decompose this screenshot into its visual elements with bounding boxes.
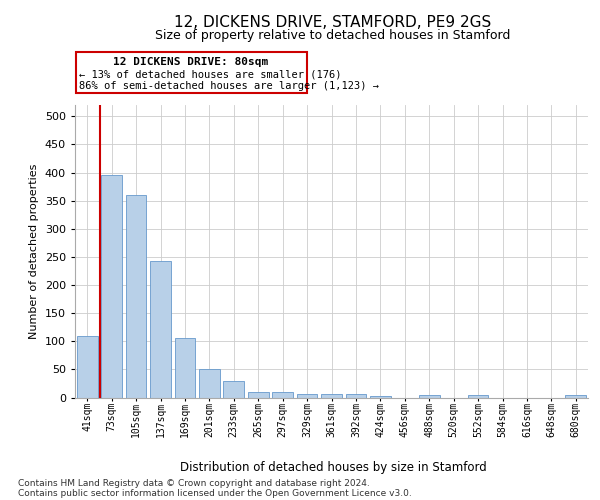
Bar [150,261,171,398]
Text: Contains HM Land Registry data © Crown copyright and database right 2024.: Contains HM Land Registry data © Crown c… [18,479,370,488]
Bar [467,395,488,398]
Text: Size of property relative to detached houses in Stamford: Size of property relative to detached ho… [155,29,511,42]
Bar [77,336,98,398]
Text: Contains public sector information licensed under the Open Government Licence v3: Contains public sector information licen… [18,489,412,498]
Y-axis label: Number of detached properties: Number of detached properties [29,164,39,339]
Text: Distribution of detached houses by size in Stamford: Distribution of detached houses by size … [179,461,487,474]
Text: ← 13% of detached houses are smaller (176): ← 13% of detached houses are smaller (17… [79,69,342,79]
Bar [419,395,440,398]
Bar [272,392,293,398]
Text: 12, DICKENS DRIVE, STAMFORD, PE9 2GS: 12, DICKENS DRIVE, STAMFORD, PE9 2GS [175,15,491,30]
Text: 86% of semi-detached houses are larger (1,123) →: 86% of semi-detached houses are larger (… [79,80,379,90]
Bar [223,380,244,398]
Bar [125,195,146,398]
Bar [321,394,342,398]
Bar [565,395,586,398]
Bar [199,370,220,398]
Bar [248,392,269,398]
Bar [175,338,196,398]
Text: 12 DICKENS DRIVE: 80sqm: 12 DICKENS DRIVE: 80sqm [113,56,269,66]
Bar [346,394,367,398]
Bar [101,176,122,398]
Bar [370,396,391,398]
Bar [296,394,317,398]
